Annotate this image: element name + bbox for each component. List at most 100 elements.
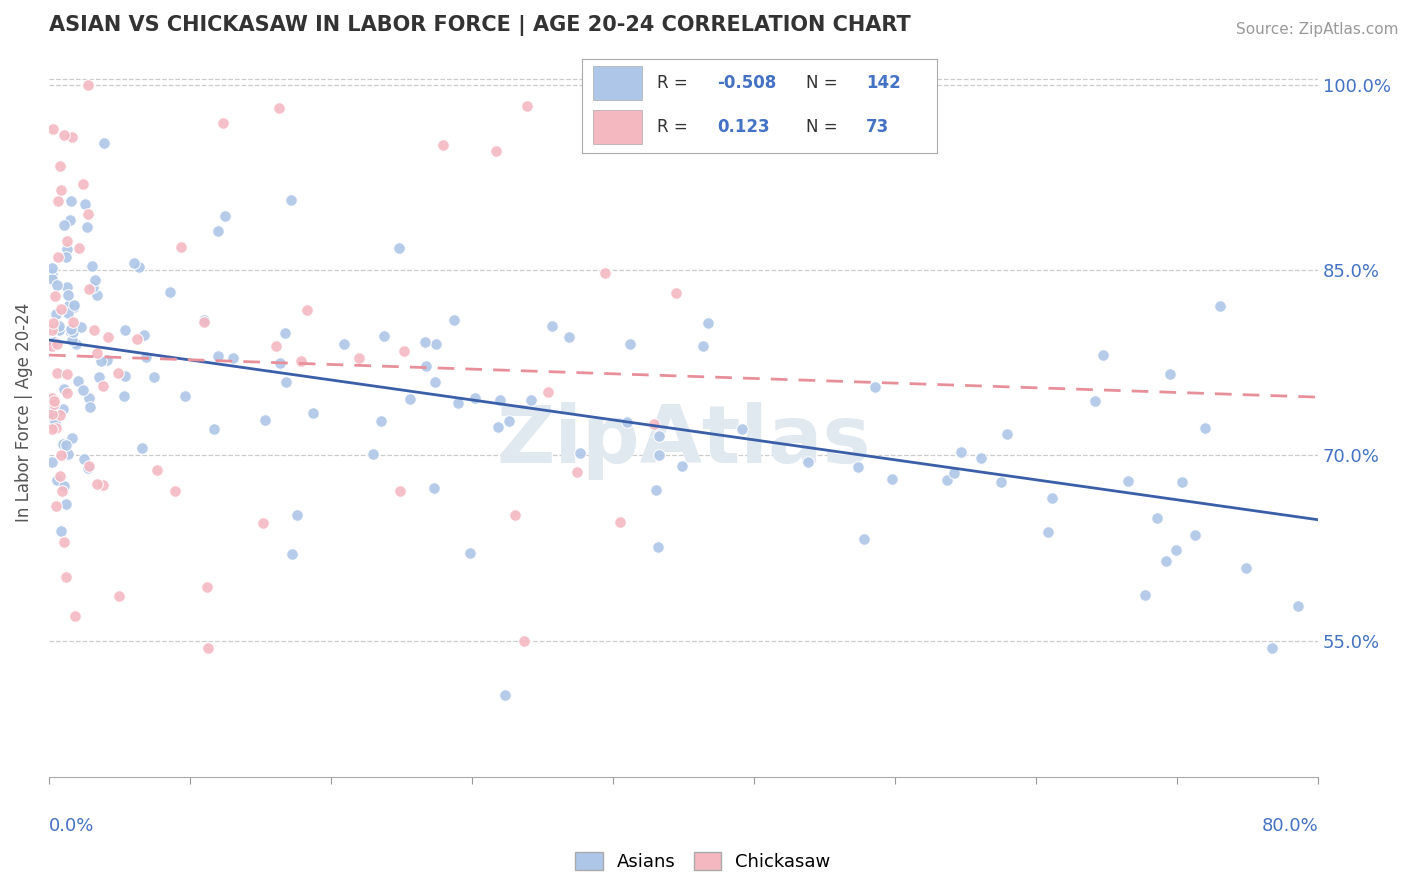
Point [558, 330, 581, 344]
Point [853, 532, 876, 546]
Point [46, 250, 69, 264]
Point [415, 359, 437, 374]
Point [72, 383, 94, 397]
Point [253, 413, 276, 427]
Point [91, 379, 114, 393]
Point [388, 241, 411, 255]
Point [565, 465, 588, 479]
Point [285, 508, 308, 522]
Point [76, 78, 98, 92]
Point [58, 298, 80, 312]
Point [83, 322, 105, 336]
Point [132, 327, 155, 342]
Point [423, 481, 446, 495]
Legend: Asians, Chickasaw: Asians, Chickasaw [568, 845, 838, 879]
Point [425, 337, 447, 351]
Point [41, 391, 63, 405]
Point [58, 213, 80, 227]
Text: ASIAN VS CHICKASAW IN LABOR FORCE | AGE 20-24 CORRELATION CHART: ASIAN VS CHICKASAW IN LABOR FORCE | AGE … [49, 15, 911, 36]
Point [131, 441, 153, 455]
Point [45, 499, 67, 513]
Point [170, 240, 193, 254]
Point [363, 447, 385, 461]
Point [519, 392, 541, 407]
Point [114, 323, 136, 337]
Point [41, 408, 63, 422]
Point [399, 392, 422, 406]
Point [464, 392, 486, 406]
Text: ZipAtlas: ZipAtlas [496, 402, 870, 480]
Point [1171, 475, 1194, 490]
Point [67, 374, 90, 388]
Point [55, 438, 77, 452]
Point [731, 422, 754, 436]
Point [77, 282, 100, 296]
Point [568, 446, 591, 460]
Point [41, 322, 63, 336]
Point [1036, 525, 1059, 540]
Point [494, 689, 516, 703]
Point [370, 414, 392, 428]
Point [593, 266, 616, 280]
Point [692, 338, 714, 352]
Point [60, 194, 83, 209]
Point [295, 303, 318, 318]
Point [70, 319, 93, 334]
Point [486, 420, 509, 434]
Point [281, 547, 304, 561]
Point [269, 101, 291, 115]
Text: 80.0%: 80.0% [1261, 817, 1319, 835]
Point [1040, 491, 1063, 506]
Point [107, 590, 129, 604]
Point [644, 483, 666, 497]
Point [90, 354, 112, 368]
Point [413, 335, 436, 350]
Point [56, 306, 79, 320]
Point [41, 272, 63, 286]
Point [174, 389, 197, 403]
Point [1184, 527, 1206, 541]
Point [41, 399, 63, 413]
Point [498, 413, 520, 427]
Point [87, 369, 110, 384]
Point [112, 389, 135, 403]
Point [135, 350, 157, 364]
Point [197, 580, 219, 594]
Point [1146, 511, 1168, 525]
Point [48, 159, 70, 173]
Point [52, 128, 75, 143]
Point [63, 300, 86, 314]
Point [48, 323, 70, 337]
Point [1166, 542, 1188, 557]
Point [107, 367, 129, 381]
Point [446, 396, 468, 410]
Point [443, 313, 465, 327]
Point [995, 427, 1018, 442]
Point [52, 401, 75, 416]
Point [1194, 421, 1216, 435]
Point [1261, 640, 1284, 655]
Point [46, 194, 69, 208]
Point [347, 351, 370, 365]
Point [619, 336, 641, 351]
Point [49, 524, 72, 538]
Point [60, 130, 83, 145]
Point [943, 466, 966, 480]
Point [458, 546, 481, 560]
Point [80, 260, 103, 274]
Point [55, 570, 77, 584]
Point [86, 346, 108, 360]
Point [540, 319, 562, 334]
Point [432, 138, 454, 153]
Point [79, 400, 101, 414]
Point [76, 220, 98, 235]
Point [72, 177, 94, 191]
Point [45, 473, 67, 487]
Point [62, 333, 84, 347]
Point [193, 313, 215, 327]
Point [97, 330, 120, 344]
Point [616, 416, 638, 430]
Point [79, 458, 101, 473]
Point [696, 316, 718, 330]
Point [56, 280, 79, 294]
